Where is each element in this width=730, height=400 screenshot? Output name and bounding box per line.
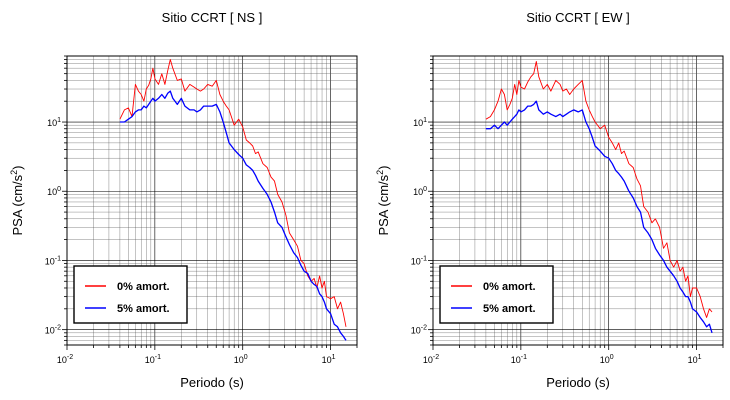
chart-title: Sitio CCRT [ EW ] (526, 10, 630, 25)
legend-entry: 5% amort. (483, 303, 536, 315)
plot-frame (432, 55, 724, 346)
y-tick-label: 10-1 (45, 255, 61, 266)
y-tick-label: 10-1 (411, 255, 427, 266)
y-tick-label: 101 (47, 117, 61, 128)
x-tick-label: 100 (600, 354, 614, 365)
x-axis-label: Periodo (s) (180, 375, 244, 390)
x-axis-label: Periodo (s) (546, 375, 610, 390)
legend-entry: 0% amort. (117, 281, 170, 293)
x-tick-label: 100 (234, 354, 248, 365)
chart-panel-2: 0% amort. 5% amort. (428, 55, 724, 350)
legend-entry: 0% amort. (483, 281, 536, 293)
x-tick-label: 10-2 (57, 354, 73, 365)
legend: 0% amort. 5% amort. (439, 265, 554, 324)
plot-frame (66, 55, 358, 346)
legend-box (73, 265, 188, 324)
x-tick-label: 101 (322, 354, 336, 365)
legend-box (439, 265, 554, 324)
y-tick-label: 100 (413, 186, 427, 197)
chart-panel-1: 0% amort. 5% amort. (62, 55, 358, 350)
y-tick-label: 100 (47, 186, 61, 197)
series-line-0-amort- (485, 61, 713, 318)
chart-title: Sitio CCRT [ NS ] (162, 10, 263, 25)
legend-entry: 5% amort. (117, 303, 170, 315)
series-line-5-amort- (485, 100, 713, 333)
y-tick-label: 10-2 (411, 325, 427, 336)
x-tick-label: 101 (688, 354, 702, 365)
legend: 0% amort. 5% amort. (73, 265, 188, 324)
y-tick-label: 10-2 (45, 325, 61, 336)
y-tick-label: 101 (413, 117, 427, 128)
series-line-5-amort- (119, 90, 347, 341)
x-tick-label: 10-1 (511, 354, 527, 365)
x-tick-label: 10-2 (423, 354, 439, 365)
x-tick-label: 10-1 (145, 354, 161, 365)
y-axis-label: PSA (cm/s2) (375, 165, 391, 235)
series-line-0-amort- (119, 59, 347, 327)
y-axis-label: PSA (cm/s2) (9, 165, 25, 235)
